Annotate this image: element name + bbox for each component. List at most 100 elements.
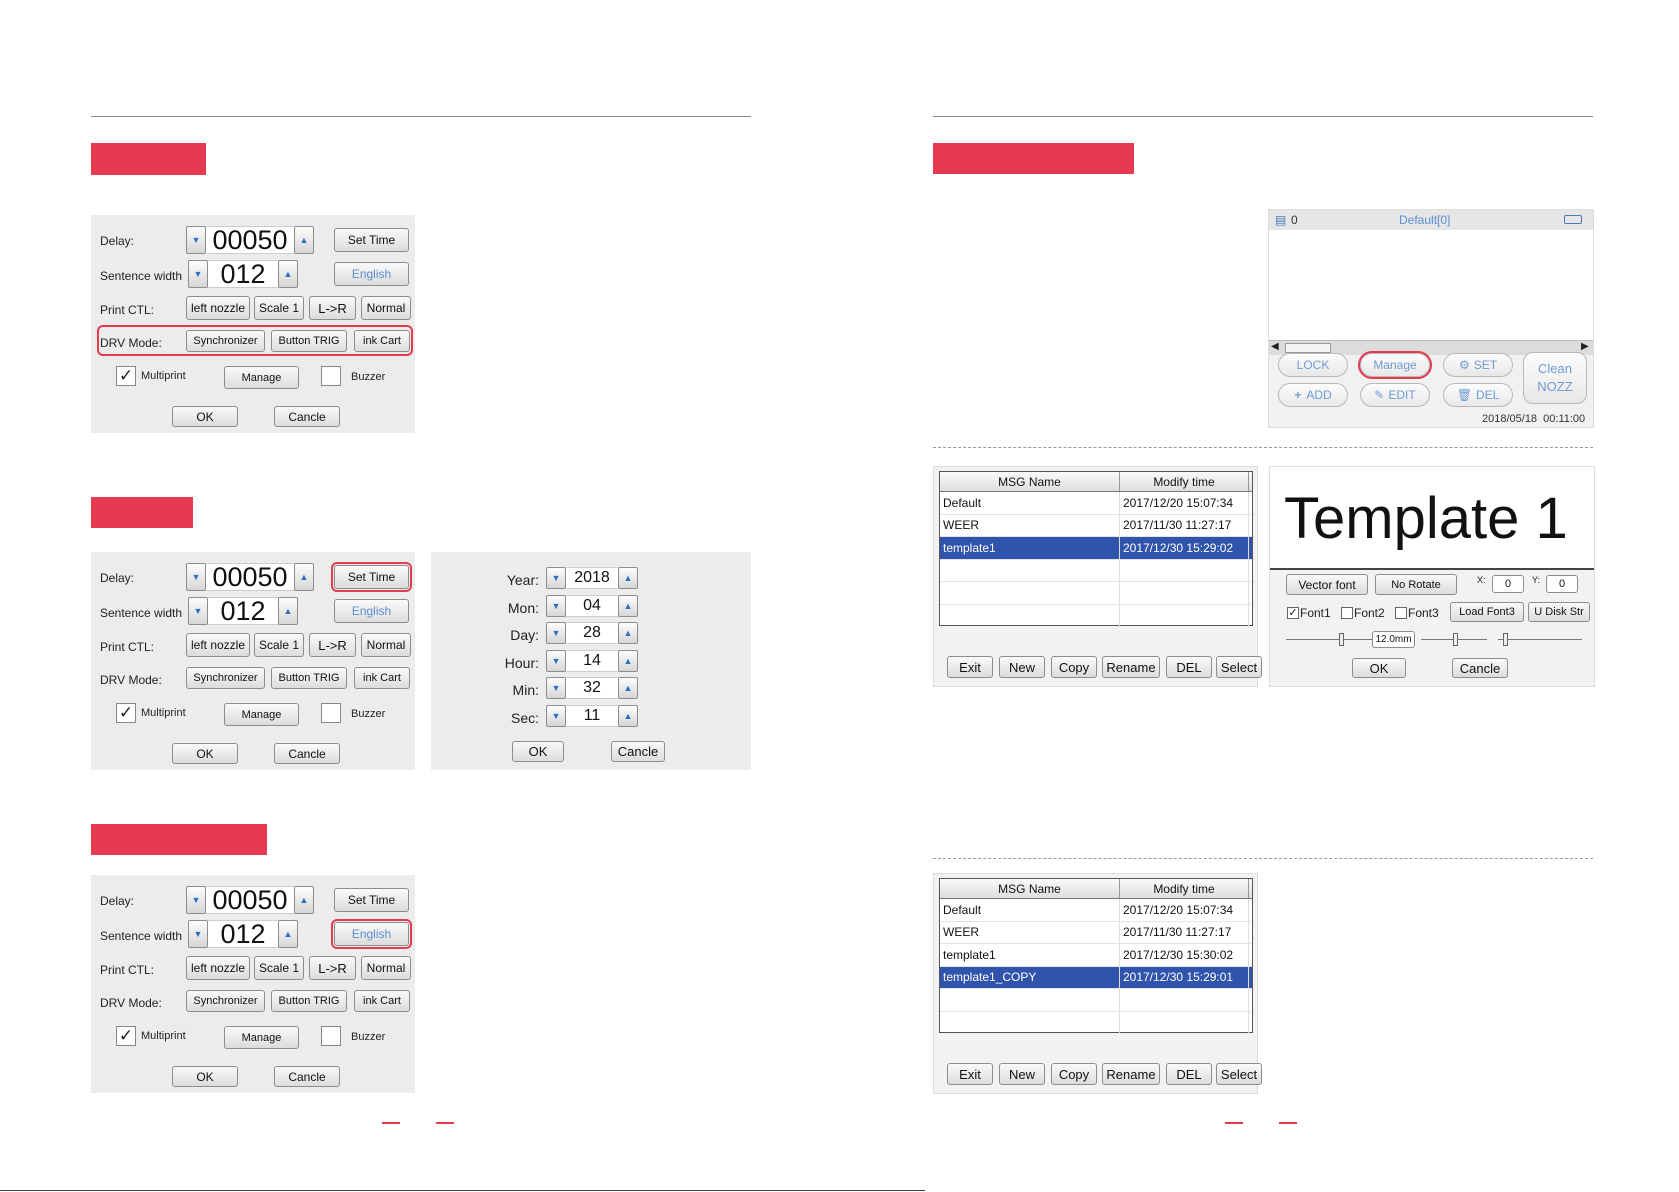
- buzzer-checkbox[interactable]: [321, 1026, 341, 1046]
- decrement-arrow-icon[interactable]: ▼: [546, 650, 566, 672]
- scale-button[interactable]: Scale 1: [254, 956, 304, 980]
- exit-button[interactable]: Exit: [947, 656, 993, 678]
- table-row-selected[interactable]: template1_COPY 2017/12/30 15:29:01: [940, 966, 1252, 989]
- sentence-width-value[interactable]: 012: [208, 596, 278, 626]
- exit-button[interactable]: Exit: [947, 1063, 993, 1085]
- increment-arrow-icon[interactable]: ▲: [278, 920, 298, 948]
- decrement-arrow-icon[interactable]: ▼: [186, 226, 206, 254]
- table-row[interactable]: WEER 2017/11/30 11:27:17: [940, 514, 1252, 537]
- table-row[interactable]: [940, 559, 1252, 582]
- copy-button[interactable]: Copy: [1051, 1063, 1097, 1085]
- slider-track-3[interactable]: [1498, 639, 1582, 640]
- sentence-width-stepper[interactable]: ▼ 012 ▲: [188, 596, 298, 626]
- del-button[interactable]: DEL: [1166, 656, 1212, 678]
- minute-stepper[interactable]: ▼ 32 ▲: [546, 677, 638, 699]
- synchronizer-button[interactable]: Synchronizer: [186, 667, 265, 689]
- multiprint-checkbox[interactable]: ✓: [116, 366, 136, 386]
- table-row[interactable]: WEER 2017/11/30 11:27:17: [940, 921, 1252, 944]
- scale-button[interactable]: Scale 1: [254, 296, 304, 320]
- delay-stepper[interactable]: ▼ 00050 ▲: [186, 562, 314, 592]
- increment-arrow-icon[interactable]: ▲: [618, 650, 638, 672]
- rename-button[interactable]: Rename: [1102, 1063, 1160, 1085]
- scroll-left-icon[interactable]: ◀: [1271, 341, 1279, 352]
- direction-button[interactable]: L->R: [309, 296, 356, 320]
- left-nozzle-button[interactable]: left nozzle: [186, 956, 250, 980]
- increment-arrow-icon[interactable]: ▲: [618, 622, 638, 644]
- month-stepper[interactable]: ▼ 04 ▲: [546, 595, 638, 617]
- decrement-arrow-icon[interactable]: ▼: [188, 260, 208, 288]
- no-rotate-button[interactable]: No Rotate: [1375, 574, 1457, 595]
- font2-checkbox[interactable]: [1341, 607, 1353, 619]
- manage-button[interactable]: Manage: [224, 366, 299, 389]
- increment-arrow-icon[interactable]: ▲: [278, 260, 298, 288]
- copy-button[interactable]: Copy: [1051, 656, 1097, 678]
- table-row[interactable]: template1 2017/12/30 15:30:02: [940, 944, 1252, 967]
- second-value[interactable]: 11: [566, 705, 618, 727]
- load-font3-button[interactable]: Load Font3: [1450, 602, 1524, 622]
- direction-button[interactable]: L->R: [309, 633, 356, 657]
- ok-button[interactable]: OK: [172, 743, 238, 764]
- increment-arrow-icon[interactable]: ▲: [294, 886, 314, 914]
- buzzer-checkbox[interactable]: [321, 366, 341, 386]
- manage-button[interactable]: Manage: [1358, 351, 1432, 379]
- hour-stepper[interactable]: ▼ 14 ▲: [546, 650, 638, 672]
- size-value[interactable]: 12.0mm: [1372, 631, 1415, 648]
- delay-stepper[interactable]: ▼ 00050 ▲: [186, 885, 314, 915]
- increment-arrow-icon[interactable]: ▲: [294, 226, 314, 254]
- normal-button[interactable]: Normal: [361, 956, 411, 980]
- ink-cart-button[interactable]: ink Cart: [354, 990, 410, 1012]
- new-button[interactable]: New: [999, 1063, 1045, 1085]
- increment-arrow-icon[interactable]: ▲: [294, 563, 314, 591]
- font1-checkbox[interactable]: ✓: [1287, 607, 1299, 619]
- normal-button[interactable]: Normal: [361, 633, 411, 657]
- sentence-width-stepper[interactable]: ▼ 012 ▲: [188, 919, 298, 949]
- year-stepper[interactable]: ▼ 2018 ▲: [546, 567, 638, 589]
- set-time-button[interactable]: Set Time: [334, 565, 409, 589]
- year-value[interactable]: 2018: [566, 567, 618, 589]
- del-button[interactable]: 🗑 DEL: [1443, 383, 1513, 407]
- set-time-button[interactable]: Set Time: [334, 888, 409, 912]
- hour-value[interactable]: 14: [566, 650, 618, 672]
- normal-button[interactable]: Normal: [361, 296, 411, 320]
- button-trig-button[interactable]: Button TRIG: [271, 990, 347, 1012]
- decrement-arrow-icon[interactable]: ▼: [546, 622, 566, 644]
- font3-checkbox[interactable]: [1395, 607, 1407, 619]
- day-stepper[interactable]: ▼ 28 ▲: [546, 622, 638, 644]
- buzzer-checkbox[interactable]: [321, 703, 341, 723]
- slider-track-1[interactable]: [1286, 639, 1382, 640]
- manage-button[interactable]: Manage: [224, 703, 299, 726]
- vector-font-button[interactable]: Vector font: [1286, 574, 1368, 595]
- select-button[interactable]: Select: [1216, 1063, 1262, 1085]
- decrement-arrow-icon[interactable]: ▼: [188, 597, 208, 625]
- manage-button[interactable]: Manage: [224, 1026, 299, 1049]
- synchronizer-button[interactable]: Synchronizer: [186, 330, 265, 352]
- lock-button[interactable]: LOCK: [1278, 353, 1348, 377]
- synchronizer-button[interactable]: Synchronizer: [186, 990, 265, 1012]
- template-preview[interactable]: Template 1: [1270, 467, 1594, 570]
- horizontal-scrollbar[interactable]: ◀ ▶: [1269, 340, 1593, 355]
- decrement-arrow-icon[interactable]: ▼: [546, 567, 566, 589]
- set-time-button[interactable]: Set Time: [334, 228, 409, 252]
- edit-button[interactable]: ✎ EDIT: [1360, 383, 1430, 407]
- table-row[interactable]: [940, 1011, 1252, 1034]
- clean-nozzle-button[interactable]: Clean NOZZ: [1523, 352, 1587, 404]
- second-stepper[interactable]: ▼ 11 ▲: [546, 705, 638, 727]
- scroll-thumb[interactable]: [1285, 343, 1331, 353]
- increment-arrow-icon[interactable]: ▲: [618, 705, 638, 727]
- language-button[interactable]: English: [334, 262, 409, 286]
- delay-value[interactable]: 00050: [206, 225, 294, 255]
- delay-value[interactable]: 00050: [206, 562, 294, 592]
- select-button[interactable]: Select: [1216, 656, 1262, 678]
- y-input[interactable]: 0: [1546, 575, 1578, 593]
- button-trig-button[interactable]: Button TRIG: [271, 667, 347, 689]
- sentence-width-value[interactable]: 012: [208, 919, 278, 949]
- increment-arrow-icon[interactable]: ▲: [618, 567, 638, 589]
- table-row[interactable]: [940, 582, 1252, 605]
- month-value[interactable]: 04: [566, 595, 618, 617]
- x-input[interactable]: 0: [1492, 575, 1524, 593]
- u-disk-button[interactable]: U Disk Str: [1528, 602, 1590, 622]
- delay-value[interactable]: 00050: [206, 885, 294, 915]
- table-row[interactable]: Default 2017/12/20 15:07:34: [940, 899, 1252, 922]
- scale-button[interactable]: Scale 1: [254, 633, 304, 657]
- cancel-button[interactable]: Cancle: [611, 741, 665, 762]
